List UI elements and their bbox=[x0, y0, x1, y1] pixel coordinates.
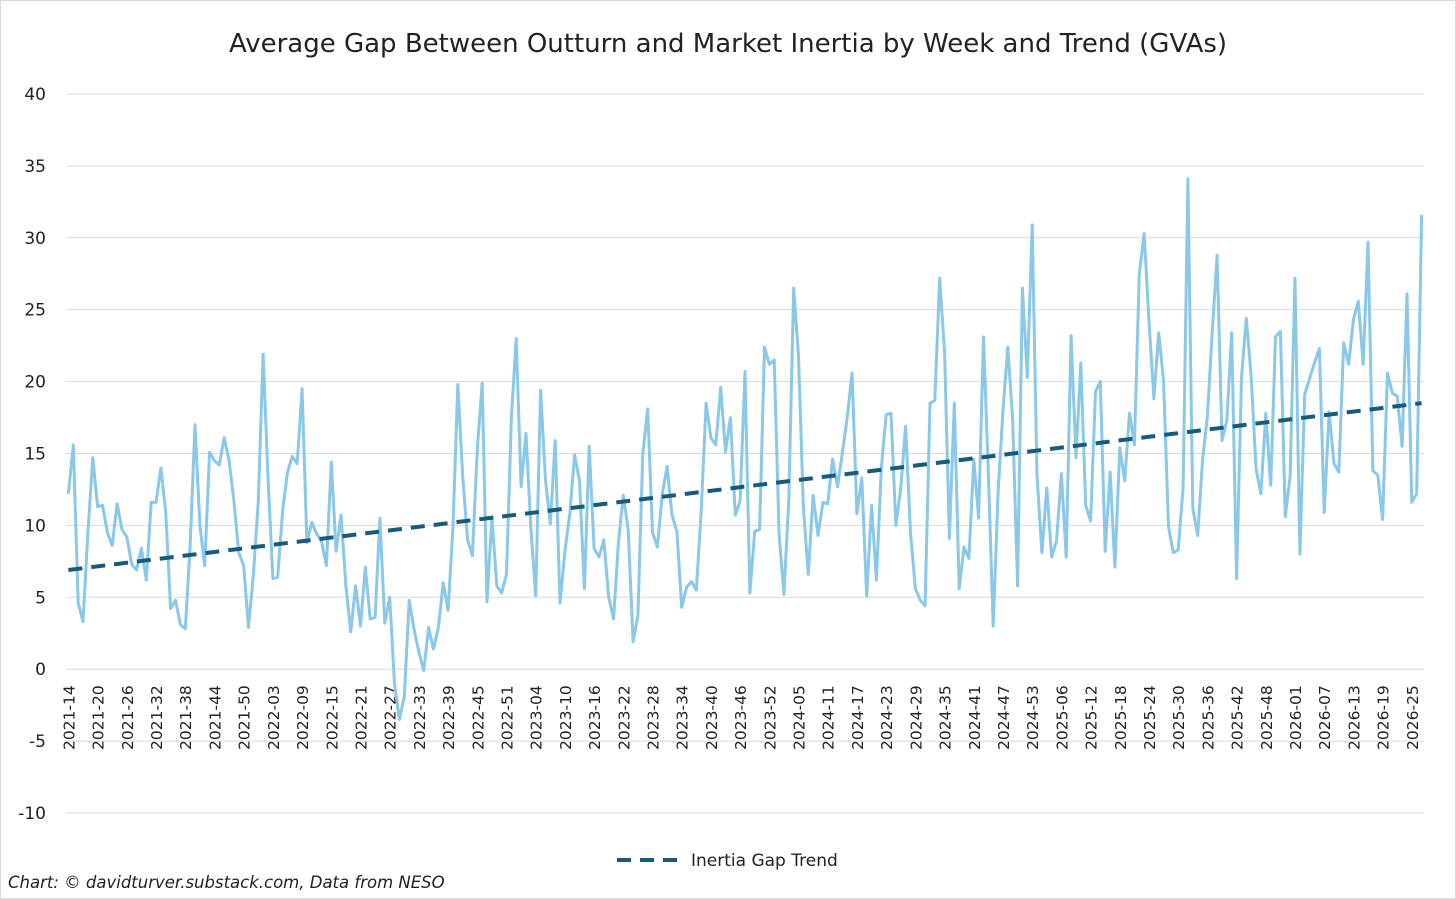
legend: Inertia Gap Trend bbox=[617, 851, 838, 871]
x-tick-label: 2022-45 bbox=[469, 685, 487, 750]
x-tick-label: 2025-30 bbox=[1170, 685, 1188, 750]
x-tick-label: 2022-51 bbox=[498, 685, 516, 750]
x-tick-label: 2024-23 bbox=[878, 685, 896, 750]
x-tick-label: 2026-07 bbox=[1316, 685, 1334, 750]
x-tick-label: 2024-05 bbox=[791, 685, 809, 750]
y-tick-label: 30 bbox=[24, 229, 46, 249]
y-tick-label: 40 bbox=[24, 85, 46, 105]
y-tick-label: -5 bbox=[29, 732, 46, 752]
x-tick-label: 2026-13 bbox=[1345, 685, 1363, 750]
chart-title: Average Gap Between Outturn and Market I… bbox=[229, 29, 1227, 59]
x-axis-ticks: 2021-14 2021-20 2021-26 2021-32 2021-38 2021-… bbox=[60, 685, 1421, 750]
series-layer bbox=[66, 177, 1424, 721]
x-tick-label: 2022-15 bbox=[323, 685, 341, 750]
y-tick-label: 10 bbox=[24, 516, 46, 536]
x-tick-label: 2025-24 bbox=[1141, 685, 1159, 750]
x-tick-label: 2023-40 bbox=[703, 685, 721, 750]
legend-label-inertia-gap-trend: Inertia Gap Trend bbox=[691, 851, 838, 871]
x-tick-label: 2025-06 bbox=[1053, 685, 1071, 750]
x-tick-label: 2021-38 bbox=[177, 685, 195, 750]
x-tick-label: 2022-21 bbox=[352, 685, 370, 750]
x-tick-label: 2024-53 bbox=[1024, 685, 1042, 750]
x-tick-label: 2024-47 bbox=[995, 685, 1013, 750]
x-tick-label: 2025-12 bbox=[1083, 685, 1101, 750]
x-tick-label: 2022-03 bbox=[265, 685, 283, 750]
x-tick-label: 2025-42 bbox=[1229, 685, 1247, 750]
y-tick-label: 25 bbox=[24, 301, 46, 321]
x-tick-label: 2023-52 bbox=[761, 685, 779, 750]
x-tick-label: 2024-35 bbox=[937, 685, 955, 750]
y-axis-ticks: 40 35 30 25 20 15 10 5 0 -5 -10 bbox=[18, 85, 46, 824]
y-tick-label: 15 bbox=[24, 445, 46, 465]
y-tick-label: 20 bbox=[24, 373, 46, 393]
x-tick-label: 2022-39 bbox=[440, 685, 458, 750]
x-tick-label: 2023-10 bbox=[557, 685, 575, 750]
x-tick-label: 2021-14 bbox=[60, 685, 78, 750]
weekly-gap-line bbox=[66, 177, 1424, 721]
x-tick-label: 2021-26 bbox=[119, 685, 137, 750]
y-tick-label: 0 bbox=[35, 660, 46, 680]
x-tick-label: 2023-16 bbox=[586, 685, 604, 750]
x-tick-label: 2022-09 bbox=[294, 685, 312, 750]
x-tick-label: 2021-20 bbox=[90, 685, 108, 750]
x-tick-label: 2025-48 bbox=[1258, 685, 1276, 750]
x-tick-label: 2023-46 bbox=[732, 685, 750, 750]
y-tick-label: 5 bbox=[35, 588, 46, 608]
x-tick-label: 2022-27 bbox=[382, 685, 400, 750]
x-tick-label: 2025-18 bbox=[1112, 685, 1130, 750]
x-tick-label: 2025-36 bbox=[1199, 685, 1217, 750]
chart-credit: Chart: © davidturver.substack.com, Data … bbox=[8, 873, 445, 892]
x-tick-label: 2022-33 bbox=[411, 685, 429, 750]
x-tick-label: 2024-41 bbox=[966, 685, 984, 750]
x-tick-label: 2024-29 bbox=[907, 685, 925, 750]
trend-line bbox=[68, 401, 1422, 572]
x-tick-label: 2023-22 bbox=[615, 685, 633, 750]
y-tick-label: -10 bbox=[18, 804, 46, 824]
y-tick-label: 35 bbox=[24, 157, 46, 177]
x-tick-label: 2026-25 bbox=[1404, 685, 1422, 750]
x-tick-label: 2023-04 bbox=[528, 685, 546, 750]
x-tick-label: 2021-32 bbox=[148, 685, 166, 750]
x-tick-label: 2024-11 bbox=[820, 685, 838, 750]
x-tick-label: 2026-01 bbox=[1287, 685, 1305, 750]
x-tick-label: 2023-34 bbox=[674, 685, 692, 750]
x-tick-label: 2023-28 bbox=[645, 685, 663, 750]
x-tick-label: 2021-44 bbox=[206, 685, 224, 750]
x-tick-label: 2021-50 bbox=[236, 685, 254, 750]
x-tick-label: 2026-19 bbox=[1375, 685, 1393, 750]
x-tick-label: 2024-17 bbox=[849, 685, 867, 750]
